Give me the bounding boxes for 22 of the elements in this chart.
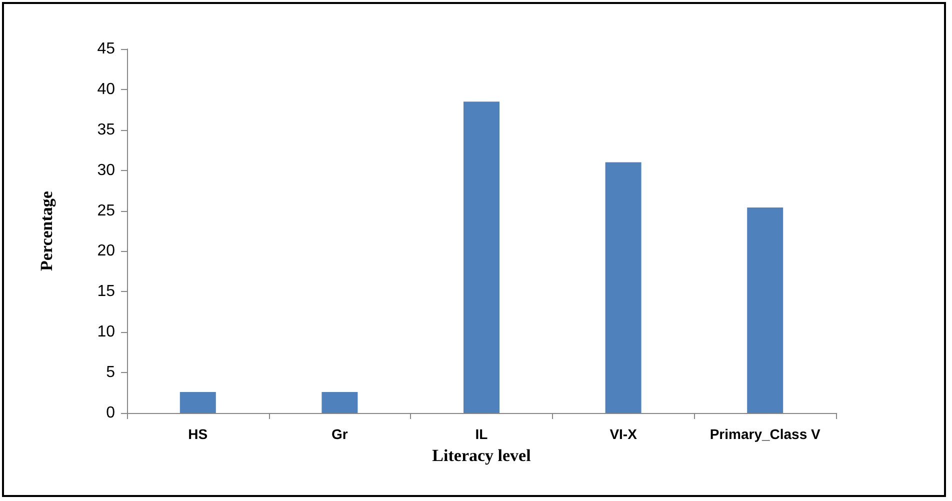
y-tick-label: 45 <box>97 40 116 58</box>
y-tick-label: 5 <box>106 364 116 382</box>
y-tick-label: 0 <box>106 404 116 422</box>
x-tick-label: Gr <box>332 426 348 442</box>
bar <box>322 392 358 413</box>
bar <box>747 208 784 413</box>
x-tick-label: Primary_Class V <box>710 426 822 442</box>
x-tick-label: HS <box>188 426 208 442</box>
y-tick-label: 35 <box>97 121 116 138</box>
x-tick-label: IL <box>475 426 488 442</box>
x-axis-title: Literacy level <box>432 446 532 465</box>
bar <box>464 102 500 413</box>
y-tick-label: 25 <box>97 202 116 220</box>
y-tick-label: 10 <box>97 324 116 341</box>
y-tick-label: 40 <box>97 80 116 98</box>
x-tick-label: VI-X <box>610 426 638 442</box>
y-tick-label: 30 <box>97 162 116 179</box>
y-axis-title: Percentage <box>37 190 56 271</box>
bar <box>180 392 216 413</box>
y-tick-label: 15 <box>97 283 116 300</box>
bar <box>605 162 642 413</box>
y-tick-label: 20 <box>97 242 116 260</box>
